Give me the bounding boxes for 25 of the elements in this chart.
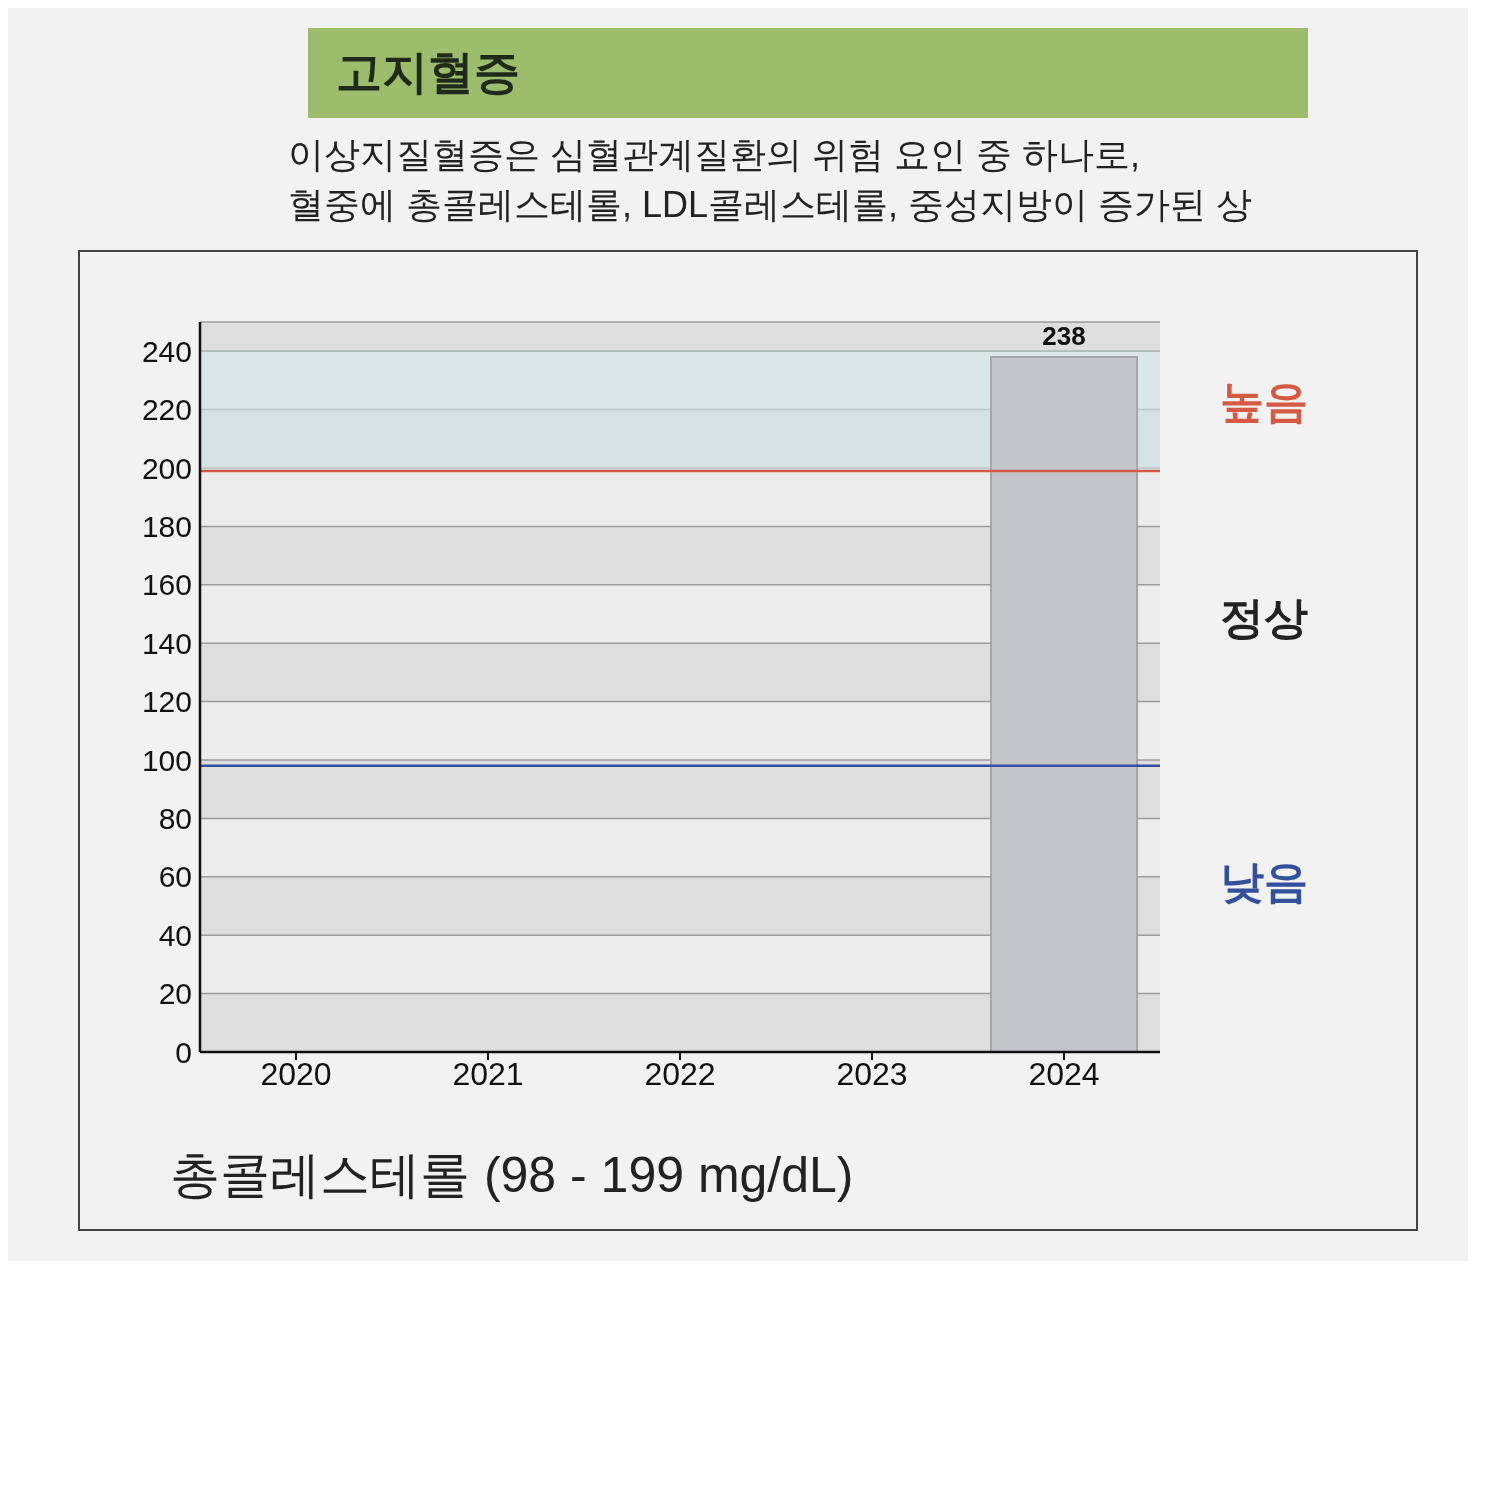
y-tick-label: 220 [141,393,192,427]
x-tick-label: 2023 [836,1055,908,1092]
ref-line-label: 높음 [1220,375,1308,428]
data-label: 238 [1042,321,1086,352]
y-tick-label: 180 [141,510,192,544]
chart-title: 고지혈증 [336,46,520,98]
x-axis-title: 총콜레스테롤 (98 - 199 mg/dL) [170,1146,855,1205]
chart-subtitle: 이상지질혈증은 심혈관계질환의 위험 요인 중 하나로, 혈중에 총콜레스테롤, LDL콜레스테롤, 중성지방이 증가된 상 [288,133,1254,227]
y-tick-label: 100 [141,743,192,777]
text: 정상 [1220,592,1308,645]
y-tick-label: 80 [158,802,192,836]
y-tick-label: 40 [158,918,192,952]
y-tick-label: 140 [141,626,192,660]
x-tick-label: 2021 [452,1055,524,1092]
y-tick-label: 20 [158,977,192,1011]
x-tick-label: 2020 [260,1055,332,1092]
x-tick-label: 2022 [644,1055,716,1092]
ref-line-label: 낮음 [1220,855,1308,908]
y-tick-label: 160 [141,568,192,602]
y-tick-label: 60 [158,860,192,894]
y-tick-label: 200 [141,451,192,485]
x-tick-label: 2024 [1028,1055,1100,1092]
y-tick-label: 240 [141,334,192,368]
y-tick-label: 120 [141,685,192,719]
y-tick-label: 0 [175,1035,192,1069]
